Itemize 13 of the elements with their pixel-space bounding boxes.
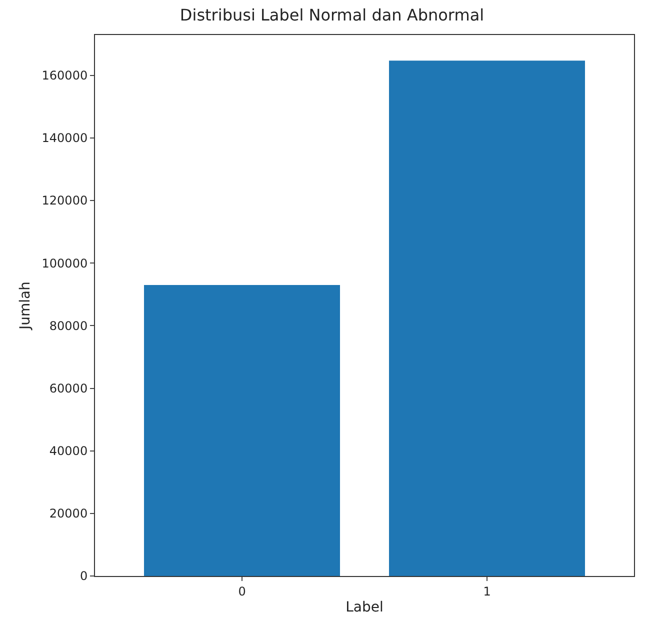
- y-tick-label: 100000: [42, 256, 88, 270]
- y-tick-label: 20000: [49, 506, 88, 521]
- y-axis-title: Jumlah: [17, 282, 34, 330]
- y-tick-label: 160000: [42, 68, 88, 83]
- y-tick-label: 140000: [42, 131, 88, 146]
- y-tick-label: 60000: [49, 381, 88, 396]
- x-tick-label: 1: [483, 584, 491, 598]
- y-tick-label: 0: [80, 569, 88, 584]
- x-axis-title: Label: [346, 600, 384, 616]
- chart-title: Distribusi Label Normal dan Abnormal: [180, 6, 484, 25]
- y-tick-label: 120000: [42, 194, 88, 208]
- y-tick-label: 80000: [49, 318, 88, 333]
- y-tick-label: 40000: [49, 444, 88, 458]
